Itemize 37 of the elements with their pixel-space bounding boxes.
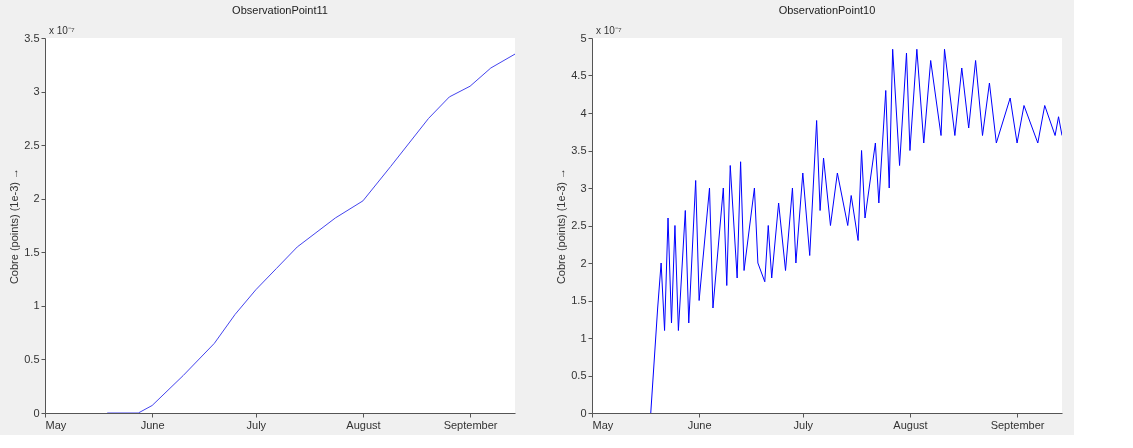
y-tick-label: 0.5 [571,369,587,381]
y-tick-label: 2.5 [571,219,587,231]
y-tick-label: 5 [580,31,587,44]
chart-title: ObservationPoint11 [232,4,328,16]
x-tick-label: September [443,418,498,431]
text: x 10⁻⁷ [49,25,75,36]
y-tick-label: 0.5 [24,352,40,365]
x-tick-label: August [346,418,381,431]
y-tick-label: 1.5 [24,245,40,258]
x-tick-label: September [990,418,1045,431]
text: x 10⁻⁷ [596,25,622,36]
x-tick-label: June [687,418,712,431]
y-axis-title: Cobre (points) (1e-3) → [555,167,568,285]
y-tick-label: 4.5 [571,69,587,81]
x-tick-label: May [592,418,614,431]
y-tick-label: 2.5 [24,138,40,151]
line-series [650,48,1062,413]
x-tick-label: July [793,418,814,431]
y-tick-label: 3.5 [24,31,40,44]
x-tick-label: August [893,418,928,431]
x-tick-label: June [140,418,165,431]
y-tick-label: 3.5 [571,144,587,156]
y-axis-title: Cobre (points) (1e-3) → [8,167,21,285]
x-tick-label: July [246,418,267,431]
y-tick-label: 1 [580,331,587,344]
y-tick-label: 3 [580,181,587,194]
y-tick-label: 0 [33,406,40,419]
y-tick-label: 3 [33,85,40,98]
y-tick-label: 1 [33,299,40,312]
y-tick-label: 1.5 [571,294,587,306]
chart-title: ObservationPoint10 [778,4,876,16]
y-tick-label: 2 [580,256,587,269]
y-tick-label: 2 [33,192,40,205]
x-tick-label: May [45,418,67,431]
y-tick-label: 4 [580,106,587,119]
y-tick-label: 0 [580,406,587,419]
line-series [106,53,515,413]
